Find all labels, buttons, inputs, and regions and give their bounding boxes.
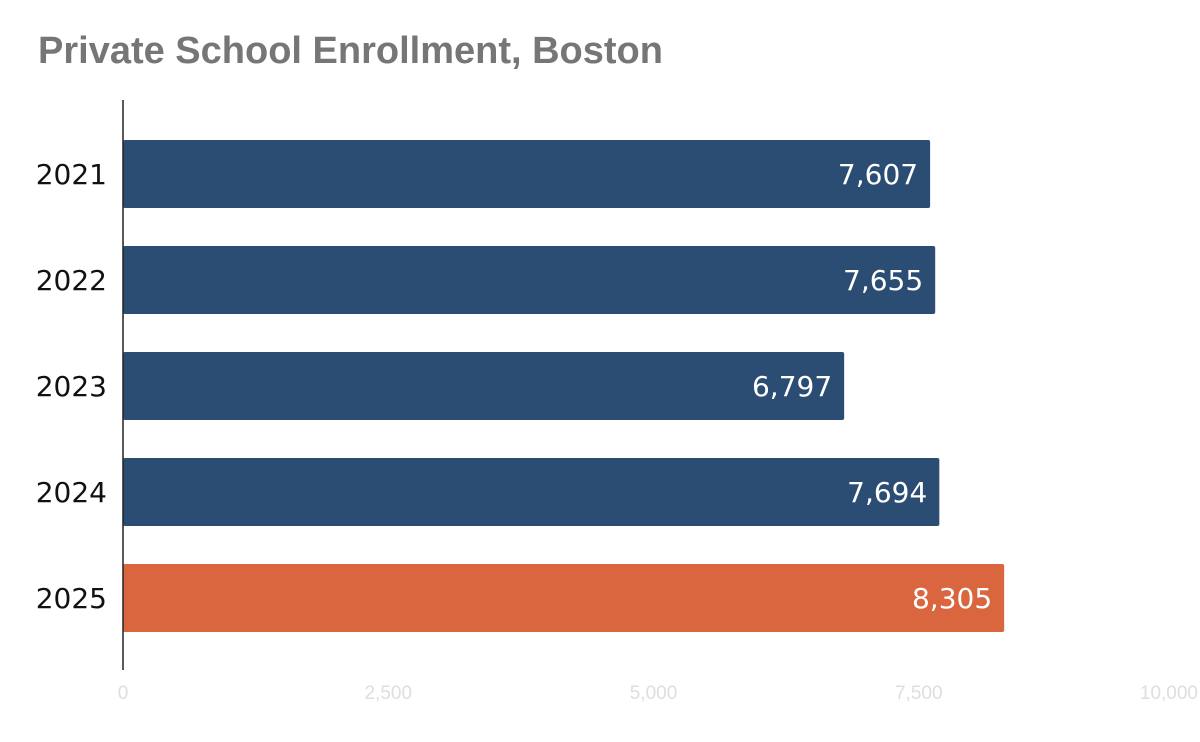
x-tick-label: 2,500 — [364, 683, 412, 704]
bar-2021 — [123, 140, 931, 208]
value-label-2025: 8,305 — [912, 582, 992, 615]
bar-2025 — [123, 564, 1005, 632]
value-labels-group: 7,607 7,655 6,797 7,694 8,305 — [752, 158, 992, 615]
value-label-2021: 7,607 — [838, 158, 918, 191]
x-tick-label: 10,000 — [1140, 683, 1198, 704]
bar-2022 — [123, 246, 936, 314]
category-label-2024: 2024 — [36, 476, 107, 509]
category-label-2025: 2025 — [36, 582, 107, 615]
value-label-2023: 6,797 — [752, 370, 832, 403]
category-labels-group: 2021 2022 2023 2024 2025 — [36, 158, 107, 615]
x-tick-label: 0 — [118, 683, 129, 704]
category-label-2021: 2021 — [36, 158, 107, 191]
value-label-2024: 7,694 — [847, 476, 927, 509]
x-tick-labels-group: 0 2,500 5,000 7,500 10,000 — [118, 683, 1198, 704]
category-label-2023: 2023 — [36, 370, 107, 403]
value-label-2022: 7,655 — [843, 264, 923, 297]
category-label-2022: 2022 — [36, 264, 107, 297]
x-tick-label: 7,500 — [895, 683, 943, 704]
bar-2024 — [123, 458, 940, 526]
x-tick-label: 5,000 — [630, 683, 678, 704]
bar-2023 — [123, 352, 845, 420]
bars-group — [123, 140, 1005, 632]
chart-title: Private School Enrollment, Boston — [38, 30, 663, 72]
